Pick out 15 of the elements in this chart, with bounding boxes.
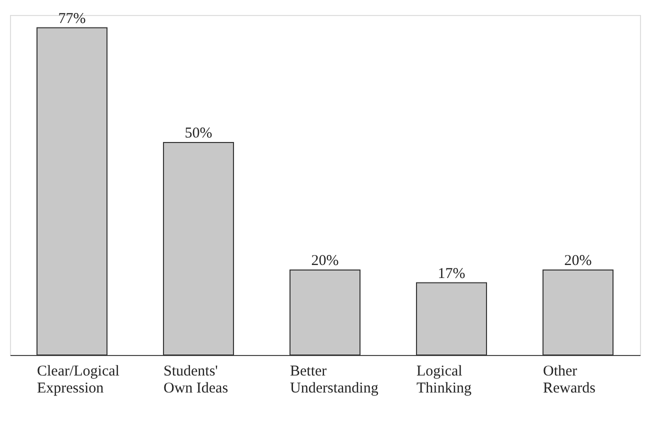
- bar: [542, 270, 614, 356]
- x-tick-label: Clear/Logical Expression: [36, 364, 120, 396]
- x-tick-label: Logical Thinking: [416, 364, 472, 396]
- data-label: 17%: [438, 266, 466, 282]
- data-label: 20%: [311, 253, 339, 269]
- data-label: 50%: [184, 126, 212, 142]
- x-tick-label: Other Rewards: [543, 364, 596, 396]
- data-label: 77%: [58, 10, 86, 27]
- x-tick-label: Better Understanding: [290, 364, 379, 396]
- x-tick-label: Students' Own Ideas: [163, 364, 228, 396]
- bar: [416, 282, 488, 356]
- data-label: 20%: [564, 253, 592, 269]
- bar: [290, 270, 360, 356]
- bar: [36, 27, 108, 356]
- bar: [162, 142, 234, 356]
